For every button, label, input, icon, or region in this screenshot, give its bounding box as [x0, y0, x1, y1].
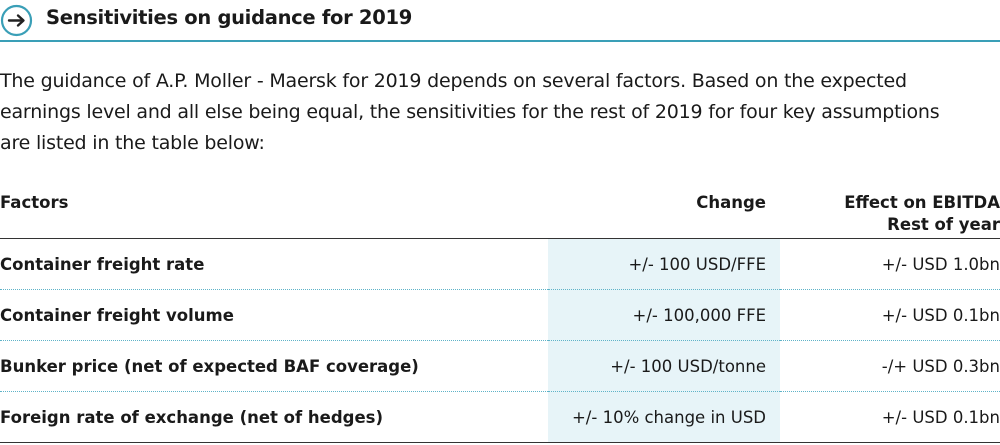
arrow-right-circle-icon — [0, 4, 33, 37]
table-row: Container freight rate +/- 100 USD/FFE +… — [0, 238, 1000, 290]
column-header-effect-line1: Effect on EBITDA — [844, 193, 1000, 212]
change-cell: +/- 100 USD/FFE — [548, 238, 780, 290]
column-header-change: Change — [696, 193, 766, 212]
table-header-row: Factors Change Effect on EBITDA Rest of … — [0, 184, 1000, 239]
section-title: Sensitivities on guidance for 2019 — [46, 6, 412, 29]
effect-cell: +/- USD 0.1bn — [881, 407, 1000, 427]
intro-line: are listed in the table below: — [0, 132, 265, 154]
effect-cell: +/- USD 0.1bn — [881, 305, 1000, 325]
section-header: Sensitivities on guidance for 2019 — [0, 0, 1000, 42]
column-header-factors: Factors — [0, 193, 69, 212]
intro-line: The guidance of A.P. Moller - Maersk for… — [0, 70, 907, 92]
factor-cell: Container freight volume — [0, 305, 234, 325]
change-cell: +/- 100 USD/tonne — [548, 340, 780, 392]
factor-cell: Container freight rate — [0, 254, 205, 274]
change-cell: +/- 10% change in USD — [548, 391, 780, 443]
table-row: Container freight volume +/- 100,000 FFE… — [0, 289, 1000, 341]
intro-paragraph: The guidance of A.P. Moller - Maersk for… — [0, 66, 1000, 159]
sensitivities-table: Factors Change Effect on EBITDA Rest of … — [0, 184, 1000, 443]
table-row: Bunker price (net of expected BAF covera… — [0, 340, 1000, 392]
column-header-effect: Effect on EBITDA Rest of year — [780, 184, 1000, 239]
effect-cell: -/+ USD 0.3bn — [881, 356, 1000, 376]
table-row: Foreign rate of exchange (net of hedges)… — [0, 391, 1000, 443]
factor-cell: Foreign rate of exchange (net of hedges) — [0, 407, 384, 427]
effect-cell: +/- USD 1.0bn — [881, 254, 1000, 274]
change-cell: +/- 100,000 FFE — [548, 289, 780, 341]
intro-line: earnings level and all else being equal,… — [0, 101, 940, 123]
factor-cell: Bunker price (net of expected BAF covera… — [0, 356, 419, 376]
column-header-effect-line2: Rest of year — [887, 215, 1000, 234]
